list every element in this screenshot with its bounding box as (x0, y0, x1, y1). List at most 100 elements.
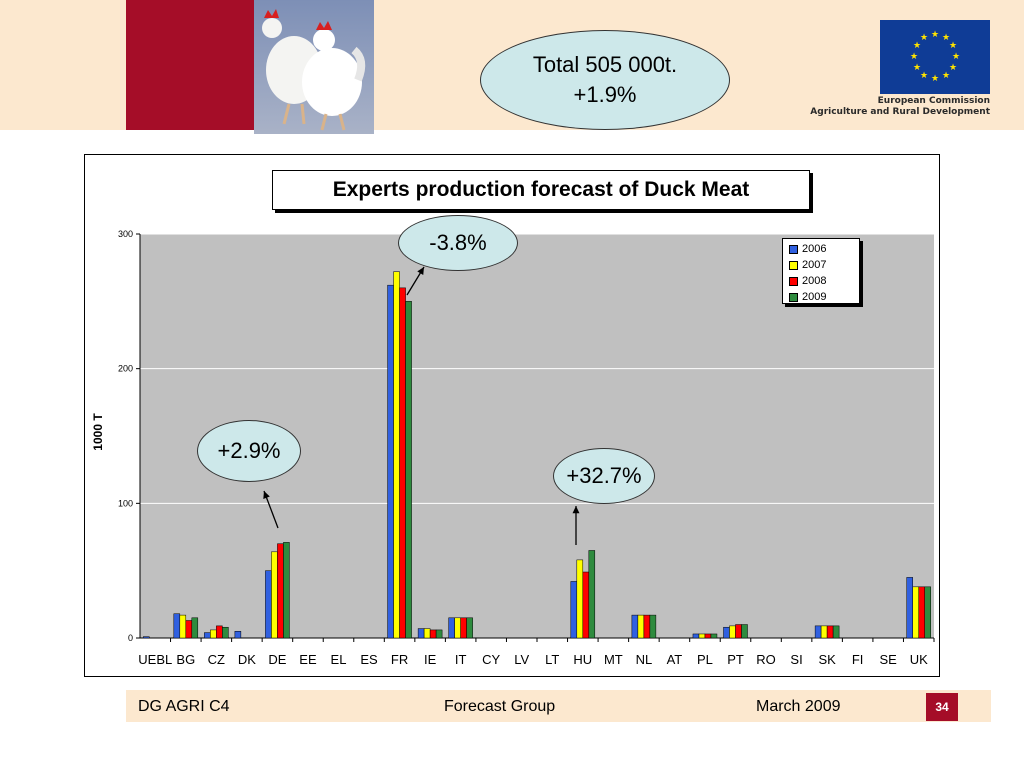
legend-item-2007: 2007 (789, 257, 859, 273)
bar-uk-2009 (924, 586, 931, 639)
bar-cz-2008 (216, 625, 223, 639)
bar-it-2006 (448, 617, 455, 639)
brand-red-block (126, 0, 254, 130)
total-line-1: Total 505 000t. (532, 52, 678, 77)
y-tick-label: 300 (118, 229, 133, 239)
de-change-bubble: +2.9% (197, 420, 301, 482)
bar-bg-2009 (191, 617, 199, 639)
bar-hu-2009 (588, 550, 596, 639)
legend-label-2007: 2007 (802, 259, 827, 271)
legend-item-2006: 2006 (789, 241, 859, 257)
x-tick-label: PT (727, 652, 744, 667)
bar-de-2007 (271, 551, 278, 639)
page-number: 34 (926, 693, 958, 721)
bar-pt-2009 (741, 624, 748, 639)
x-tick-label: CZ (208, 652, 225, 667)
svg-text:★: ★ (920, 33, 928, 43)
bar-hu-2007 (576, 559, 584, 639)
legend-item-2008: 2008 (789, 273, 859, 289)
hu-change-text: +32.7% (566, 463, 642, 488)
bar-nl-2006 (631, 614, 639, 639)
legend-swatch-2008 (789, 276, 798, 286)
bar-bg-2008 (185, 620, 193, 639)
bar-cz-2006 (204, 632, 211, 639)
eu-flag-logo: ★ ★★ ★★★ ★★★ ★★★ (880, 20, 990, 94)
x-tick-label: ES (360, 652, 378, 667)
legend-item-2009: 2009 (789, 289, 859, 305)
svg-text:★: ★ (952, 52, 960, 62)
bar-cz-2007 (210, 629, 217, 639)
total-bubble: Total 505 000t. +1.9% (480, 30, 730, 130)
x-tick-label: CY (482, 652, 500, 667)
bar-uebl-2006 (143, 636, 150, 639)
y-tick-label: 0 (128, 633, 133, 643)
annotation-arrowhead (263, 491, 270, 499)
bar-fr-2009 (405, 301, 412, 639)
x-tick-label: IE (424, 652, 437, 667)
bar-sk-2008 (826, 625, 834, 639)
annotation-arrowhead (417, 267, 424, 275)
svg-text:★: ★ (931, 74, 939, 84)
svg-text:★: ★ (913, 41, 921, 51)
bar-pl-2007 (698, 633, 706, 639)
x-tick-label: HU (573, 652, 592, 667)
x-tick-label: FI (852, 652, 864, 667)
bar-nl-2008 (643, 614, 651, 639)
legend-label-2008: 2008 (802, 275, 827, 287)
svg-text:★: ★ (931, 30, 939, 40)
bar-sk-2007 (820, 625, 828, 639)
footer-right: March 2009 (756, 698, 841, 715)
bar-fr-2006 (387, 284, 394, 639)
legend-swatch-2009 (789, 292, 798, 302)
bar-uk-2008 (918, 586, 925, 639)
svg-text:★: ★ (942, 33, 950, 43)
x-tick-label: SE (880, 652, 898, 667)
y-axis-label: 1000 T (91, 413, 105, 451)
bar-bg-2006 (173, 613, 181, 639)
bar-hu-2006 (570, 581, 578, 639)
svg-text:★: ★ (949, 41, 957, 51)
bar-dk-2006 (234, 631, 242, 639)
x-tick-label: FR (391, 652, 408, 667)
chart-legend: 2006 2007 2008 2009 (782, 238, 860, 304)
footer-center: Forecast Group (444, 698, 556, 715)
annotation-arrowhead (572, 506, 580, 514)
bar-uk-2007 (912, 586, 919, 639)
x-tick-label: SI (790, 652, 802, 667)
bar-ie-2007 (423, 628, 431, 639)
chart-title: Experts production forecast of Duck Meat (272, 170, 810, 210)
x-tick-label: PL (697, 652, 713, 667)
x-tick-label: EL (331, 652, 347, 667)
hu-change-bubble: +32.7% (553, 448, 655, 504)
footer-bar: DG AGRI C4 Forecast Group March 2009 (126, 690, 991, 722)
bar-nl-2009 (649, 614, 657, 639)
bar-ie-2009 (435, 629, 443, 639)
bar-nl-2007 (637, 614, 645, 639)
eu-line-1: European Commission (877, 96, 990, 106)
fr-change-text: -3.8% (429, 230, 487, 255)
x-tick-label: RO (756, 652, 776, 667)
svg-text:★: ★ (920, 71, 928, 81)
total-line-2: +1.9% (573, 82, 637, 107)
bar-pt-2008 (735, 624, 742, 639)
chickens-photo (254, 0, 374, 134)
eu-commission-text: European Commission Agriculture and Rura… (800, 96, 990, 118)
bar-fr-2008 (399, 287, 406, 639)
x-tick-label: LT (545, 652, 559, 667)
bar-cz-2009 (222, 626, 229, 639)
bar-ie-2006 (417, 628, 425, 639)
eu-line-2: Agriculture and Rural Development (810, 107, 990, 117)
bar-uk-2006 (906, 577, 913, 639)
x-tick-label: DK (238, 652, 256, 667)
bar-it-2007 (454, 617, 461, 639)
fr-change-bubble: -3.8% (398, 215, 518, 271)
x-tick-label: DE (268, 652, 286, 667)
x-tick-label: EE (299, 652, 317, 667)
bar-pt-2006 (723, 626, 730, 639)
footer-left: DG AGRI C4 (138, 698, 230, 715)
svg-text:★: ★ (910, 52, 918, 62)
svg-text:★: ★ (942, 71, 950, 81)
bar-sk-2006 (814, 625, 822, 639)
bar-it-2008 (460, 617, 467, 639)
bar-de-2009 (283, 542, 290, 639)
